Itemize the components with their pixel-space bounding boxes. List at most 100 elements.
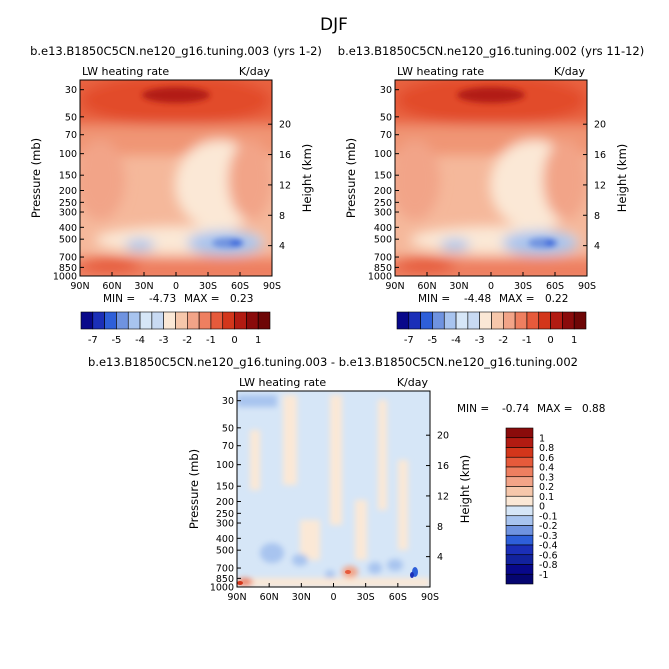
y-tick-label: 850: [59, 263, 77, 274]
panel-3-y-axis-right: 20 16 12 8 4: [426, 431, 449, 563]
panel-2-ylabel: Pressure (mb): [344, 138, 358, 218]
x-tick-label: 60S: [231, 281, 249, 292]
panel-1-max-value: 0.23: [230, 293, 253, 305]
colorbar-box: [222, 311, 235, 330]
colorbar-label: -4: [135, 335, 145, 346]
y-tick-label: 50: [65, 112, 77, 123]
y-tick-label: 500: [374, 235, 392, 246]
panel-1-colorbar: -7 -5 -4 -3 -2 -1 0 1: [80, 311, 271, 346]
colorbar-box: [127, 311, 141, 330]
x-tick-label: 0: [330, 592, 336, 603]
panel-2-ylabel-right: Height (km): [615, 144, 629, 213]
colorbar-box: [151, 311, 164, 330]
y-tick-label: 400: [374, 223, 392, 234]
colorbar-box: [92, 311, 105, 330]
y-right-tick-label: 8: [279, 211, 285, 222]
colorbar-box: [491, 311, 504, 330]
panel-2-colorbar: -7 -5 -4 -3 -2 -1 0 1: [396, 311, 587, 346]
panel-1-subtitle-left: LW heating rate: [82, 65, 169, 78]
y-right-tick-label: 12: [437, 491, 449, 502]
y-tick-label: 200: [216, 497, 234, 508]
y-tick-label: 500: [216, 546, 234, 557]
colorbar-box: [246, 311, 259, 330]
colorbar-box: [514, 311, 528, 330]
x-tick-label: 0: [488, 281, 494, 292]
x-tick-label: 90N: [227, 592, 246, 603]
panel-2-x-axis: 90N 60N 30N 0 30S 60S 90S: [385, 272, 596, 292]
panel-3-max-label: MAX =: [537, 403, 573, 415]
colorbar-box: [80, 311, 94, 330]
y-right-tick-label: 4: [437, 552, 443, 563]
panel-3-max-value: 0.88: [582, 403, 605, 415]
colorbar-box: [505, 573, 534, 585]
panel-1-min-label: MIN =: [103, 293, 135, 305]
colorbar-box: [562, 311, 575, 330]
colorbar-label: 0.4: [539, 463, 554, 474]
colorbar-label: -0.3: [539, 531, 558, 542]
y-right-tick-label: 20: [594, 120, 606, 131]
x-tick-label: 30S: [357, 592, 375, 603]
colorbar-box: [139, 311, 153, 330]
y-tick-label: 30: [65, 85, 77, 96]
colorbar-label: 0.3: [539, 472, 554, 483]
y-tick-label: 50: [380, 112, 392, 123]
colorbar-label: -4: [451, 335, 461, 346]
colorbar-box: [104, 311, 117, 330]
colorbar-box: [505, 554, 534, 565]
colorbar-box: [479, 311, 492, 330]
colorbar-label: -1: [539, 570, 548, 581]
y-tick-label: 1000: [210, 583, 234, 594]
x-tick-label: 90N: [70, 281, 89, 292]
colorbar-box: [455, 311, 469, 330]
x-tick-label: 60N: [260, 592, 279, 603]
panel-3-field: [237, 391, 430, 587]
y-tick-label: 250: [374, 198, 392, 209]
colorbar-label: 0.8: [539, 443, 554, 454]
colorbar-box: [505, 495, 534, 507]
page-title: DJF: [320, 15, 348, 35]
y-tick-label: 300: [59, 208, 77, 219]
panel-1-max-label: MAX =: [184, 293, 220, 305]
panel-3-ylabel: Pressure (mb): [187, 449, 201, 529]
y-right-tick-label: 20: [437, 431, 449, 442]
colorbar-label: -2: [182, 335, 192, 346]
colorbar-label: -3: [159, 335, 169, 346]
colorbar-label: -0.1: [539, 511, 558, 522]
y-tick-label: 100: [59, 149, 77, 160]
colorbar-label: 0: [539, 502, 545, 513]
panel-2-y-axis-right: 20 16 12 8 4: [583, 120, 606, 252]
panel-2-title: b.e13.B1850C5CN.ne120_g16.tuning.002 (yr…: [338, 44, 644, 58]
colorbar-label: -0.6: [539, 550, 558, 561]
colorbar-label: 0: [231, 335, 237, 346]
colorbar-box: [257, 311, 271, 330]
colorbar-box: [234, 311, 247, 330]
colorbar-box: [420, 311, 433, 330]
colorbar-box: [505, 505, 534, 517]
y-right-tick-label: 20: [279, 120, 291, 131]
x-tick-label: 60S: [546, 281, 564, 292]
colorbar-box: [573, 311, 587, 330]
panel-1-min-value: -4.73: [149, 293, 176, 305]
x-tick-label: 90S: [263, 281, 281, 292]
x-tick-label: 30N: [449, 281, 468, 292]
colorbar-label: -7: [88, 335, 98, 346]
y-tick-label: 250: [216, 509, 234, 520]
colorbar-label: -1: [522, 335, 532, 346]
x-tick-label: 30S: [514, 281, 532, 292]
panel-1-field: [80, 80, 272, 276]
colorbar-box: [467, 311, 480, 330]
y-tick-label: 30: [380, 85, 392, 96]
colorbar-box: [505, 525, 534, 536]
x-tick-label: 60S: [389, 592, 407, 603]
y-right-tick-label: 12: [594, 180, 606, 191]
colorbar-label: 1: [571, 335, 577, 346]
y-right-tick-label: 16: [594, 150, 606, 161]
y-right-tick-label: 16: [437, 461, 449, 472]
panel-3-subtitle-left: LW heating rate: [239, 376, 326, 389]
colorbar-box: [505, 564, 534, 575]
colorbar-box: [505, 466, 534, 478]
x-tick-label: 60N: [102, 281, 121, 292]
colorbar-box: [505, 456, 534, 468]
